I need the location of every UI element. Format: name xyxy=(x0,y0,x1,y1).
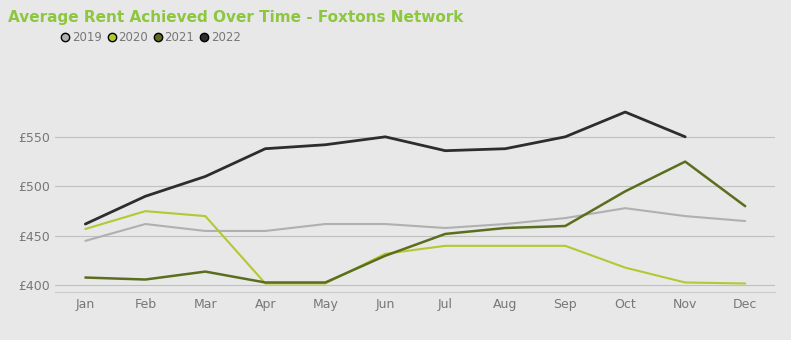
Legend: 2019, 2020, 2021, 2022: 2019, 2020, 2021, 2022 xyxy=(58,26,245,49)
Text: Average Rent Achieved Over Time - Foxtons Network: Average Rent Achieved Over Time - Foxton… xyxy=(8,10,464,25)
